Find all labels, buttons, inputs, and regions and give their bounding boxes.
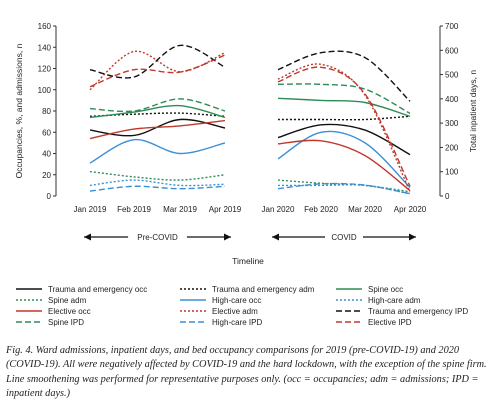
left-tick-label: 60: [42, 128, 51, 137]
left-tick-label: 120: [38, 65, 52, 74]
left-tick-label: 140: [38, 43, 52, 52]
right-tick-label: 500: [445, 71, 459, 80]
legend-label: High-care adm: [368, 296, 421, 305]
series-line-high-care-adm-pre-covid: [89, 179, 226, 187]
figure-caption: Fig. 4. Ward admissions, inpatient days,…: [6, 345, 487, 400]
series-line-spine-ipd-covid: [277, 83, 411, 115]
series-line-spine-ipd-pre-covid: [89, 98, 226, 113]
right-axis-title: Total inpatient days, n: [468, 70, 478, 152]
series-line-high-care-ipd-covid: [277, 182, 411, 195]
series-line-high-care-occ-covid: [277, 130, 411, 188]
series-line-spine-adm-pre-covid: [89, 170, 226, 181]
legend-label: Spine IPD: [48, 318, 84, 327]
period-label: COVID: [331, 233, 357, 242]
right-tick-label: 100: [445, 168, 459, 177]
series-line-trauma-and-emergency-ipd-covid: [277, 50, 411, 102]
period-arrowhead-left: [272, 233, 279, 241]
x-tick-label: Jan 2019: [74, 205, 107, 214]
legend-label: Elective occ: [48, 307, 91, 316]
series-line-elective-adm-covid: [277, 63, 411, 193]
legend-label: Trauma and emergency occ: [48, 285, 147, 294]
right-tick-label: 300: [445, 119, 459, 128]
legend-label: Trauma and emergency IPD: [368, 307, 468, 316]
legend-label: High-care IPD: [212, 318, 262, 327]
x-tick-label: Apr 2019: [209, 205, 242, 214]
right-tick-label: 200: [445, 143, 459, 152]
series-line-elective-ipd-covid: [277, 66, 411, 187]
legend-label: Elective IPD: [368, 318, 412, 327]
legend-label: Spine occ: [368, 285, 403, 294]
series-line-elective-occ-covid: [277, 139, 411, 192]
x-tick-label: Feb 2019: [117, 205, 151, 214]
series-line-elective-adm-pre-covid: [89, 50, 226, 91]
x-tick-label: Mar 2019: [163, 205, 197, 214]
left-tick-label: 80: [42, 107, 51, 116]
left-tick-label: 100: [38, 86, 52, 95]
line-chart: 0 20 40 60 80 100 120 140 160 0 100 200 300 400 500 600…: [14, 22, 478, 327]
period-label: Pre-COVID: [137, 233, 178, 242]
left-tick-label: 160: [38, 22, 52, 31]
left-tick-label: 40: [42, 150, 51, 159]
period-arrowhead-left: [84, 233, 91, 241]
x-axis-title: Timeline: [232, 256, 264, 266]
series-line-spine-occ-covid: [277, 97, 411, 117]
series-line-trauma-and-emergency-ipd-pre-covid: [89, 44, 226, 79]
legend-label: High-care occ: [212, 296, 261, 305]
right-tick-label: 400: [445, 95, 459, 104]
left-axis-title: Occupancies, %, and admissions, n: [14, 43, 24, 178]
series-line-elective-ipd-pre-covid: [89, 54, 226, 88]
series-line-spine-occ-pre-covid: [89, 104, 226, 119]
x-tick-label: Feb 2020: [304, 205, 338, 214]
legend-label: Spine adm: [48, 296, 87, 305]
series-line-trauma-and-emergency-adm-covid: [278, 115, 411, 121]
right-tick-label: 0: [445, 192, 450, 201]
period-arrowhead-right: [224, 233, 231, 241]
x-tick-label: Mar 2020: [348, 205, 382, 214]
legend-label: Elective adm: [212, 307, 258, 316]
x-tick-label: Jan 2020: [262, 205, 295, 214]
series-line-trauma-and-emergency-occ-covid: [277, 123, 411, 156]
series-line-elective-occ-pre-covid: [89, 119, 226, 140]
right-tick-label: 600: [445, 46, 459, 55]
period-arrowhead-right: [409, 233, 416, 241]
x-tick-label: Apr 2020: [394, 205, 427, 214]
legend-label: Trauma and emergency adm: [212, 285, 315, 294]
left-tick-label: 0: [47, 192, 52, 201]
right-tick-label: 700: [445, 22, 459, 31]
series-line-high-care-occ-pre-covid: [89, 138, 226, 164]
left-tick-label: 20: [42, 171, 51, 180]
series-line-high-care-ipd-pre-covid: [89, 185, 226, 192]
